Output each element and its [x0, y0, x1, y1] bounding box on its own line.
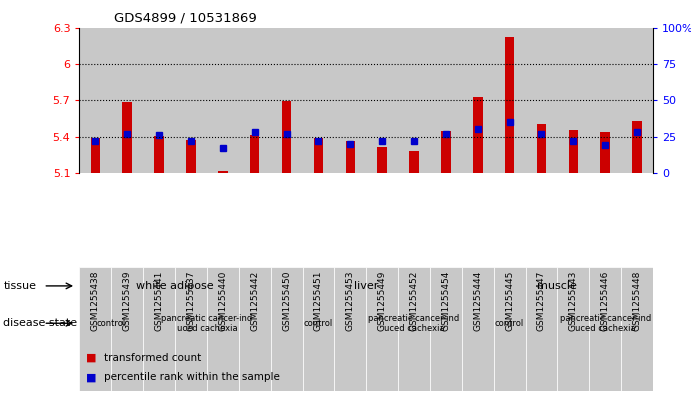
Bar: [366, 28, 398, 173]
Bar: [303, 267, 334, 391]
Text: GSM1255452: GSM1255452: [410, 271, 419, 331]
Bar: [154, 136, 164, 173]
Bar: [207, 28, 239, 173]
Bar: [91, 138, 100, 173]
Text: GSM1255449: GSM1255449: [378, 271, 387, 331]
Text: ■: ■: [86, 353, 97, 363]
Text: GSM1255446: GSM1255446: [600, 271, 609, 331]
Bar: [473, 97, 482, 173]
Text: GSM1255437: GSM1255437: [187, 271, 196, 331]
Bar: [589, 267, 621, 391]
Bar: [111, 267, 143, 391]
Bar: [250, 135, 260, 173]
Bar: [303, 28, 334, 173]
Bar: [239, 28, 271, 173]
Bar: [558, 28, 589, 173]
Bar: [271, 267, 303, 391]
Bar: [462, 28, 493, 173]
Bar: [122, 102, 132, 173]
Bar: [366, 267, 398, 391]
Text: GSM1255453: GSM1255453: [346, 271, 354, 331]
Bar: [175, 267, 207, 391]
Bar: [569, 130, 578, 173]
Text: GSM1255448: GSM1255448: [632, 271, 641, 331]
Text: GSM1255454: GSM1255454: [442, 271, 451, 331]
Bar: [600, 132, 610, 173]
Bar: [589, 28, 621, 173]
Text: muscle: muscle: [538, 281, 578, 291]
Bar: [505, 37, 514, 173]
Text: GSM1255439: GSM1255439: [123, 271, 132, 331]
Bar: [493, 28, 526, 173]
Bar: [218, 171, 227, 173]
Bar: [143, 28, 175, 173]
Bar: [239, 267, 271, 391]
Bar: [282, 101, 292, 173]
Bar: [621, 28, 653, 173]
Text: liver: liver: [354, 281, 379, 291]
Text: GSM1255450: GSM1255450: [282, 271, 291, 331]
Bar: [430, 28, 462, 173]
Text: GSM1255445: GSM1255445: [505, 271, 514, 331]
Text: pancreatic cancer-ind
uced cachexia: pancreatic cancer-ind uced cachexia: [161, 314, 252, 333]
Bar: [398, 28, 430, 173]
Text: ■: ■: [86, 372, 97, 382]
Text: GSM1255451: GSM1255451: [314, 271, 323, 331]
Text: transformed count: transformed count: [104, 353, 201, 363]
Bar: [143, 267, 175, 391]
Text: GSM1255442: GSM1255442: [250, 271, 259, 331]
Text: tissue: tissue: [3, 281, 37, 291]
Text: GSM1255443: GSM1255443: [569, 271, 578, 331]
Bar: [632, 121, 642, 173]
Text: white adipose: white adipose: [136, 281, 214, 291]
Bar: [207, 267, 239, 391]
Bar: [79, 28, 111, 173]
Text: GSM1255441: GSM1255441: [155, 271, 164, 331]
Text: GDS4899 / 10531869: GDS4899 / 10531869: [114, 12, 257, 25]
Text: control: control: [495, 319, 524, 328]
Bar: [271, 28, 303, 173]
Bar: [111, 28, 143, 173]
Bar: [334, 28, 366, 173]
Bar: [79, 267, 111, 391]
Bar: [409, 151, 419, 173]
Bar: [314, 138, 323, 173]
Text: GSM1255447: GSM1255447: [537, 271, 546, 331]
Text: control: control: [97, 319, 126, 328]
Bar: [334, 267, 366, 391]
Bar: [621, 267, 653, 391]
Bar: [526, 267, 558, 391]
Text: GSM1255440: GSM1255440: [218, 271, 227, 331]
Bar: [377, 147, 387, 173]
Bar: [462, 267, 493, 391]
Bar: [526, 28, 558, 173]
Bar: [346, 141, 355, 173]
Bar: [186, 140, 196, 173]
Text: percentile rank within the sample: percentile rank within the sample: [104, 372, 280, 382]
Bar: [558, 267, 589, 391]
Text: control: control: [304, 319, 333, 328]
Bar: [493, 267, 526, 391]
Text: GSM1255438: GSM1255438: [91, 271, 100, 331]
Bar: [441, 131, 451, 173]
Text: disease state: disease state: [3, 318, 77, 328]
Text: pancreatic cancer-ind
uced cachexia: pancreatic cancer-ind uced cachexia: [368, 314, 460, 333]
Bar: [537, 125, 547, 173]
Bar: [430, 267, 462, 391]
Text: GSM1255444: GSM1255444: [473, 271, 482, 331]
Bar: [398, 267, 430, 391]
Text: pancreatic cancer-ind
uced cachexia: pancreatic cancer-ind uced cachexia: [560, 314, 651, 333]
Bar: [175, 28, 207, 173]
